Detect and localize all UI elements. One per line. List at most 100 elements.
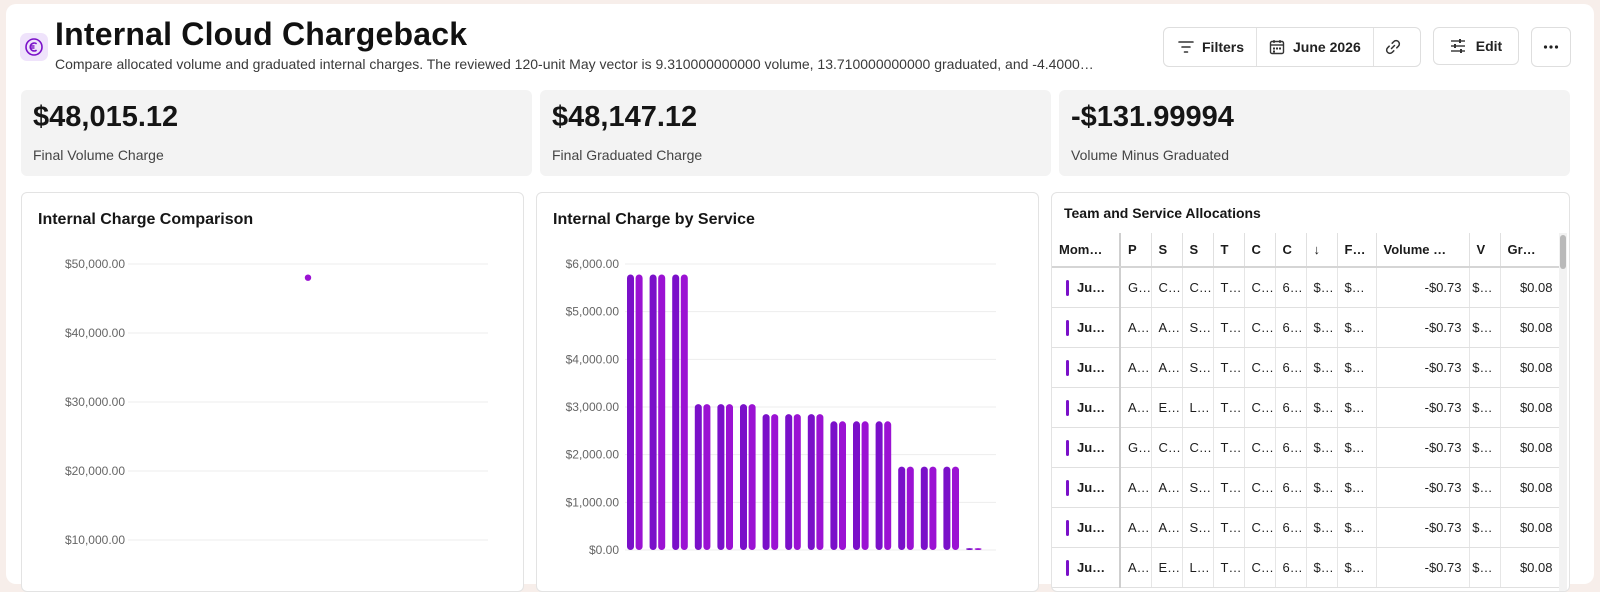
kpi-label: Final Volume Charge <box>33 147 164 163</box>
bar[interactable] <box>929 466 937 550</box>
table-cell: $… <box>1469 307 1501 348</box>
column-header[interactable]: S <box>1151 233 1183 268</box>
copy-link-button[interactable] <box>1374 28 1412 66</box>
table-cell: $… <box>1337 347 1377 388</box>
cell-text: Ju… <box>1077 480 1106 495</box>
bar[interactable] <box>861 421 869 550</box>
bar[interactable] <box>807 414 815 550</box>
bar[interactable] <box>952 466 959 550</box>
bar[interactable] <box>635 274 643 550</box>
bar[interactable] <box>658 274 666 550</box>
bar[interactable] <box>703 404 711 550</box>
table-cell: $… <box>1337 467 1377 508</box>
bar[interactable] <box>793 414 801 550</box>
column-header[interactable]: T <box>1213 233 1245 268</box>
table-cell: T… <box>1213 387 1245 428</box>
y-tick-label: $6,000.00 <box>566 257 620 271</box>
bar[interactable] <box>672 274 680 550</box>
bar[interactable] <box>771 414 779 550</box>
table-row[interactable]: Ju… A… A… S… T… C… 6… $… $… -$0.73 $… $0.08 <box>1052 307 1561 348</box>
table-cell: $… <box>1469 347 1501 388</box>
table-cell: 6… <box>1275 267 1307 308</box>
bar[interactable] <box>943 466 951 550</box>
column-header[interactable]: Mom… <box>1052 233 1121 268</box>
table-row[interactable]: Ju… A… E… L… T… C… 6… $… $… -$0.73 $… $0.08 <box>1052 387 1561 428</box>
row-color-indicator <box>1066 320 1069 336</box>
calendar-icon <box>1269 40 1285 55</box>
column-header[interactable]: C <box>1244 233 1276 268</box>
bar[interactable] <box>966 548 973 550</box>
bar[interactable] <box>649 274 657 550</box>
y-tick-label: $1,000.00 <box>566 495 620 509</box>
column-header[interactable]: ↓ <box>1306 233 1338 268</box>
bar[interactable] <box>974 548 982 550</box>
bar[interactable] <box>740 404 747 550</box>
bar[interactable] <box>717 404 725 550</box>
date-label: June 2026 <box>1293 39 1361 55</box>
table-cell: A… <box>1120 347 1152 388</box>
table-cell: -$0.73 <box>1376 267 1470 308</box>
column-header[interactable]: Volume … <box>1376 233 1470 268</box>
table-scrollbar-thumb[interactable] <box>1560 235 1566 269</box>
chart-title: Internal Charge Comparison <box>38 211 254 228</box>
table-cell: 6… <box>1275 467 1307 508</box>
date-picker-button[interactable]: June 2026 <box>1257 28 1373 66</box>
filters-button[interactable]: Filters <box>1164 28 1256 66</box>
bar[interactable] <box>816 414 824 550</box>
bar[interactable] <box>785 414 793 550</box>
table-cell: $0.08 <box>1500 307 1561 348</box>
column-header[interactable]: C <box>1275 233 1307 268</box>
table-cell: T… <box>1213 307 1245 348</box>
table-cell: C… <box>1244 427 1276 468</box>
table-row[interactable]: Ju… G… C… C… T… C… 6… $… $… -$0.73 $… $0.08 <box>1052 427 1561 468</box>
table-row[interactable]: Ju… A… A… S… T… C… 6… $… $… -$0.73 $… $0.08 <box>1052 467 1561 508</box>
table-cell: C… <box>1151 267 1183 308</box>
toolbar-divider <box>1372 28 1374 66</box>
bar[interactable] <box>898 466 906 550</box>
table-row[interactable]: Ju… A… A… S… T… C… 6… $… $… -$0.73 $… $0.08 <box>1052 347 1561 388</box>
cell-text: Ju… <box>1077 280 1106 295</box>
bar[interactable] <box>748 404 756 550</box>
charge-comparison-chart: $50,000.00 $40,000.00 $30,000.00 $20,000.00… <box>65 257 488 547</box>
bar[interactable] <box>920 466 928 550</box>
edit-button[interactable]: Edit <box>1433 27 1519 65</box>
column-header[interactable]: V <box>1469 233 1501 268</box>
table-scrollbar[interactable] <box>1559 233 1567 591</box>
y-tick-label: $4,000.00 <box>566 352 620 366</box>
row-color-indicator <box>1066 480 1069 496</box>
bar[interactable] <box>853 421 860 550</box>
table-cell: A… <box>1151 467 1183 508</box>
table-cell: $… <box>1337 387 1377 428</box>
y-tick-label: $10,000.00 <box>65 533 125 547</box>
table-title: Team and Service Allocations <box>1064 205 1261 221</box>
kpi-label: Volume Minus Graduated <box>1071 147 1229 163</box>
scatter-point[interactable] <box>304 274 312 281</box>
kpi-label: Final Graduated Charge <box>552 147 703 163</box>
table-cell: L… <box>1182 387 1214 428</box>
bar[interactable] <box>680 274 688 550</box>
table-cell: 6… <box>1275 347 1307 388</box>
bar[interactable] <box>762 414 770 550</box>
table-cell: E… <box>1151 387 1183 428</box>
bar[interactable] <box>839 421 846 550</box>
bar[interactable] <box>884 421 892 550</box>
table-row[interactable]: Ju… G… C… C… T… C… 6… $… $… -$0.73 $… $0.08 <box>1052 267 1561 308</box>
bar[interactable] <box>627 274 634 550</box>
row-color-indicator <box>1066 440 1069 456</box>
bar[interactable] <box>694 404 702 550</box>
column-header[interactable]: P <box>1120 233 1152 268</box>
more-options-button[interactable] <box>1531 27 1571 67</box>
column-header[interactable]: S <box>1182 233 1214 268</box>
column-header[interactable]: Gr… <box>1500 233 1561 268</box>
table-cell: $… <box>1337 307 1377 348</box>
table-cell: Ju… <box>1052 307 1121 348</box>
table-row[interactable]: Ju… A… A… S… T… C… 6… $… $… -$0.73 $… $0.08 <box>1052 507 1561 548</box>
edit-label: Edit <box>1475 38 1503 54</box>
bar[interactable] <box>875 421 883 550</box>
filters-label: Filters <box>1202 39 1245 55</box>
bar[interactable] <box>726 404 733 550</box>
column-header[interactable]: F… <box>1337 233 1377 268</box>
bar[interactable] <box>906 466 914 550</box>
bar[interactable] <box>830 421 838 550</box>
table-cell: $… <box>1337 427 1377 468</box>
